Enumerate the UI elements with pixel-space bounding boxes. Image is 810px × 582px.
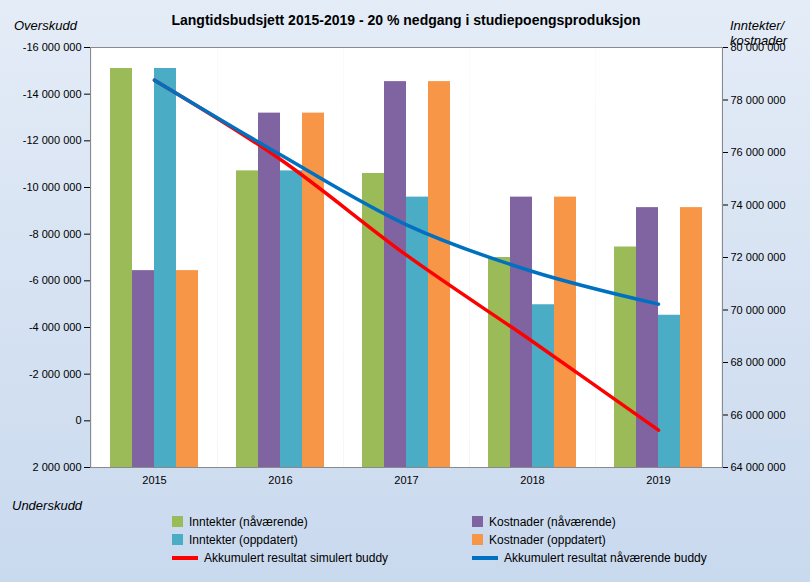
svg-text:2015: 2015 bbox=[142, 474, 166, 486]
svg-text:74 000 000: 74 000 000 bbox=[731, 199, 786, 211]
svg-text:2017: 2017 bbox=[394, 474, 418, 486]
svg-text:72 000 000: 72 000 000 bbox=[731, 251, 786, 263]
svg-text:0: 0 bbox=[75, 414, 81, 426]
svg-text:-10 000 000: -10 000 000 bbox=[23, 181, 82, 193]
svg-text:-8 000 000: -8 000 000 bbox=[29, 228, 82, 240]
svg-text:66 000 000: 66 000 000 bbox=[731, 409, 786, 421]
svg-text:78 000 000: 78 000 000 bbox=[731, 94, 786, 106]
svg-text:-16 000 000: -16 000 000 bbox=[23, 41, 82, 53]
svg-text:76 000 000: 76 000 000 bbox=[731, 146, 786, 158]
svg-text:-6 000 000: -6 000 000 bbox=[29, 274, 82, 286]
svg-text:-12 000 000: -12 000 000 bbox=[23, 134, 82, 146]
svg-text:2019: 2019 bbox=[646, 474, 670, 486]
svg-text:80 000 000: 80 000 000 bbox=[731, 41, 786, 53]
svg-text:68 000 000: 68 000 000 bbox=[731, 356, 786, 368]
svg-text:-2 000 000: -2 000 000 bbox=[29, 368, 82, 380]
svg-text:2018: 2018 bbox=[520, 474, 544, 486]
svg-text:-14 000 000: -14 000 000 bbox=[23, 88, 82, 100]
svg-text:70 000 000: 70 000 000 bbox=[731, 304, 786, 316]
svg-text:64 000 000: 64 000 000 bbox=[731, 461, 786, 473]
svg-text:2 000 000: 2 000 000 bbox=[33, 461, 82, 473]
svg-text:2016: 2016 bbox=[268, 474, 292, 486]
svg-text:-4 000 000: -4 000 000 bbox=[29, 321, 82, 333]
